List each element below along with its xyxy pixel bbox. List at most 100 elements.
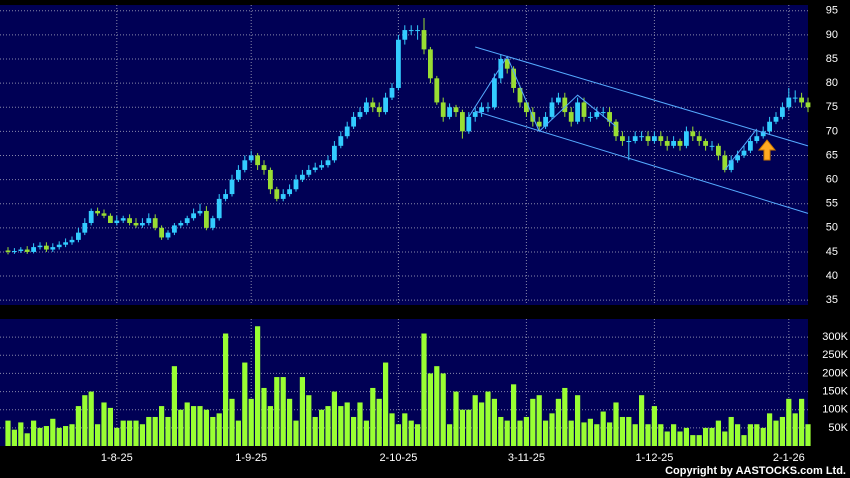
candle-body [127,218,132,224]
candle-body [498,59,504,79]
volume-bar [619,416,625,446]
volume-bar [767,413,773,446]
volume-bar [581,422,587,446]
candle-body [684,131,689,146]
candle-body [466,116,472,132]
candle-body [108,215,113,224]
volume-bar [389,413,395,446]
candle-body [261,165,267,170]
volume-bar [165,416,171,446]
candle-body [741,150,747,156]
volume-bar [376,398,382,446]
volume-bar [261,387,267,446]
volume-bar [715,420,721,446]
candle-body [56,244,62,248]
candle-body [268,169,273,190]
candle-body [229,179,235,195]
candle-body [146,218,152,224]
candle-body [12,250,17,252]
volume-bar [427,373,433,446]
x-tick-label: 1-9-25 [235,452,267,464]
volume-bar [735,424,741,446]
volume-bar [607,422,613,446]
candle-body [184,218,190,224]
volume-bar [709,427,715,446]
volume-bar [779,416,785,446]
candle-body [536,121,542,127]
volume-bar [63,426,69,446]
volume-bar [88,391,94,446]
candle-body [639,136,644,138]
arrow-icon [757,139,777,161]
x-tick-label: 1-8-25 [101,452,133,464]
x-tick-label: 2-10-25 [379,452,417,464]
volume-tick-label: 150K [822,385,848,397]
volume-bar [191,406,197,446]
candle-body [248,155,254,161]
candle-body [632,136,638,142]
x-tick-label: 1-12-25 [635,452,673,464]
volume-bar [114,427,120,446]
candle-body [287,189,292,195]
candle-body [69,239,75,243]
candle-body [402,30,408,40]
candle-body [600,112,606,114]
volume-bar [43,426,49,446]
volume-bar [178,409,184,446]
candle-body [152,218,158,228]
volume-bar [351,416,357,446]
candle-body [421,30,427,50]
candle-body [460,112,465,132]
candle-body [754,136,760,142]
volume-bar [658,424,664,446]
candle-body [63,242,68,245]
y-tick-label: 80 [826,77,838,89]
volume-bar [267,406,273,446]
volume-bar [331,391,337,446]
candle-body [165,232,171,238]
volume-bar [255,326,261,446]
volume-bar [690,435,696,446]
candle-body [24,249,30,252]
volume-bar [408,420,414,446]
candle-body [172,225,177,233]
candle-body [722,155,728,170]
candle-body [434,78,440,103]
volume-bar [127,420,133,446]
volume-bar [357,402,363,446]
candle-body [191,213,196,219]
candle-body [178,223,184,226]
volume-bar [555,398,561,446]
candle-body [504,59,510,69]
volume-bar [626,416,632,446]
volume-tick-label: 300K [822,331,848,343]
volume-bar [370,387,376,446]
y-tick-label: 40 [826,270,838,282]
volume-bar [491,398,497,446]
candle-body [389,87,395,98]
volume-bar [805,424,811,446]
volume-bar [344,402,350,446]
volume-bar [159,406,165,446]
volume-bar [248,398,254,446]
y-tick-label: 60 [826,174,838,186]
candle-body [652,136,657,142]
candle-body [383,97,388,113]
volume-bar [440,373,446,446]
y-tick-label: 50 [826,222,838,234]
y-tick-label: 35 [826,294,838,306]
candle-body [671,141,676,146]
volume-bar [82,395,88,446]
candle-body [767,121,772,132]
volume-bar [5,420,11,446]
volume-bar [562,387,568,446]
candle-body [447,107,452,117]
volume-bar [139,424,145,446]
volume-bar [24,433,30,446]
volume-bar [223,333,229,446]
volume-bar [31,420,37,446]
candle-body [396,39,401,88]
volume-bar [587,418,593,446]
candle-body [223,194,228,199]
candle-body [664,141,670,146]
